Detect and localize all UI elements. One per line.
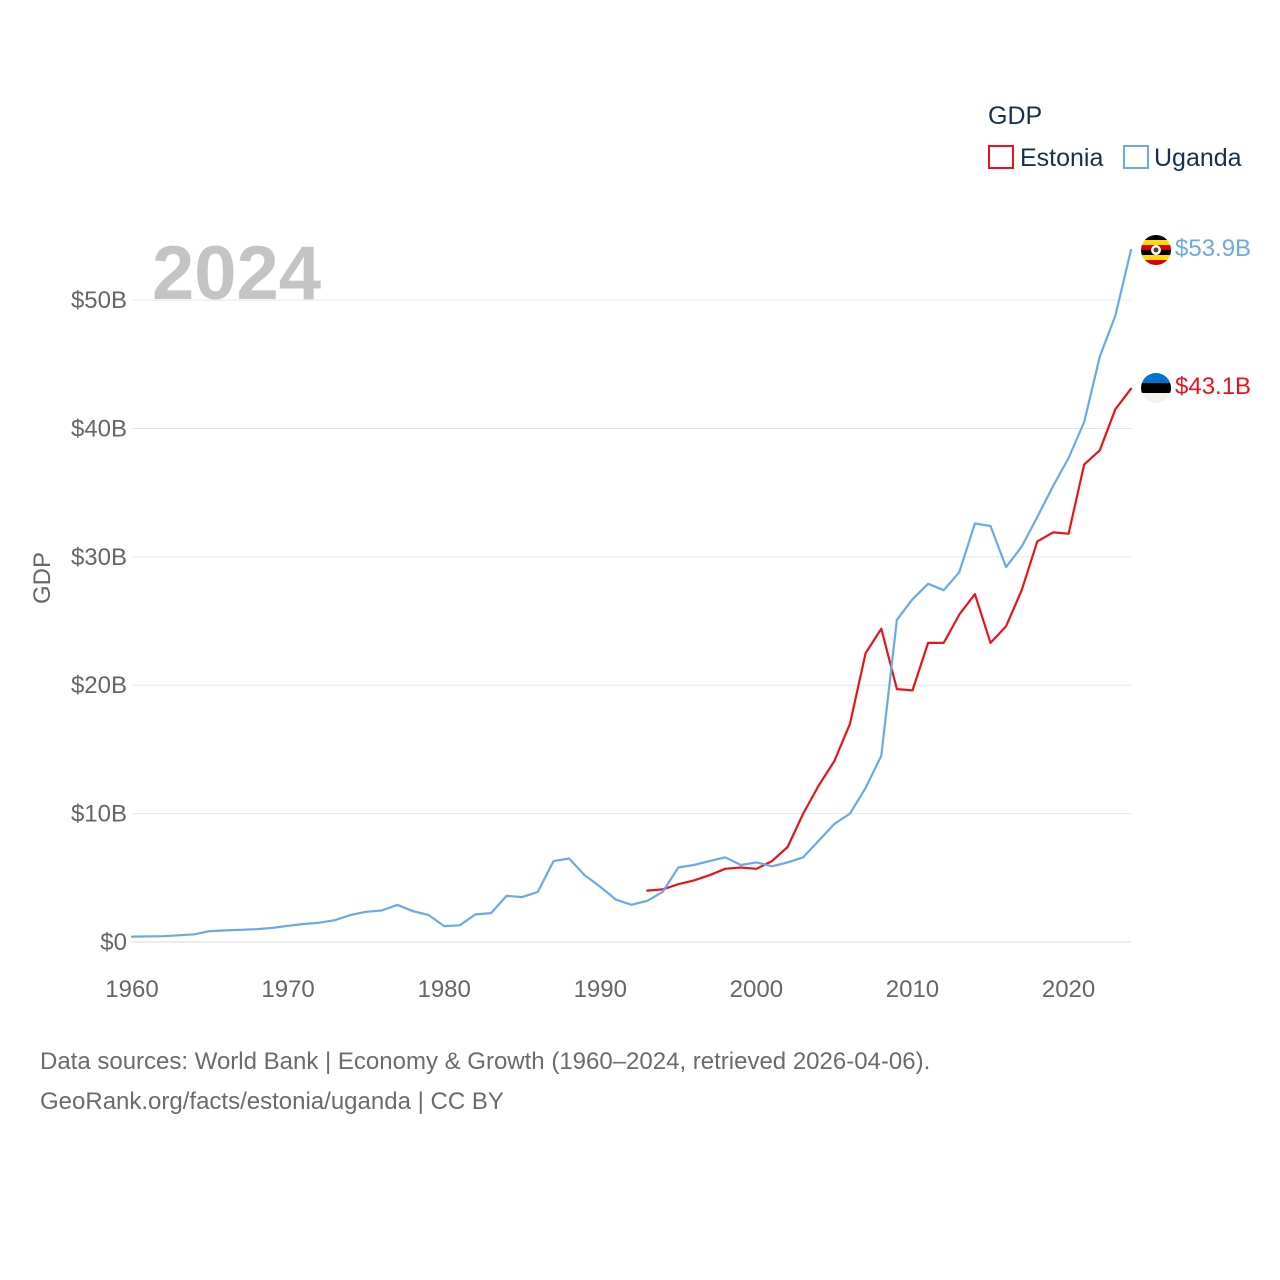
y-tick-label: $30B: [71, 544, 127, 571]
y-tick-label: $40B: [71, 415, 127, 442]
series-line-uganda: [130, 248, 1133, 938]
uganda-flag-icon: [1141, 235, 1171, 265]
y-axis-ticks: $0 $10B $20B $30B $40B $50B: [71, 287, 127, 956]
legend[interactable]: GDP Estonia Uganda: [988, 102, 1242, 172]
x-tick-label: 2000: [730, 976, 783, 1003]
x-tick-label: 1970: [261, 976, 314, 1003]
gdp-line-chart: $0 $10B $20B $30B $40B $50B 1960 1970 1980 1990 2…: [29, 102, 1251, 1003]
y-tick-label: $20B: [71, 672, 127, 699]
end-label-estonia: $43.1B: [1175, 373, 1251, 400]
estonia-flag-icon: [1141, 373, 1171, 403]
source-note: Data sources: World Bank | Economy & Gro…: [40, 1042, 1240, 1122]
y-axis-title: GDP: [29, 552, 56, 604]
y-tick-label: $0: [100, 929, 127, 956]
legend-label-estonia: Estonia: [1020, 144, 1103, 172]
x-tick-label: 1960: [105, 976, 158, 1003]
year-watermark: 2024: [152, 231, 321, 316]
y-tick-label: $50B: [71, 287, 127, 314]
source-line-2[interactable]: GeoRank.org/facts/estonia/uganda | CC BY: [40, 1088, 504, 1115]
x-tick-label: 1990: [574, 976, 627, 1003]
x-tick-label: 2020: [1042, 976, 1095, 1003]
legend-swatch-uganda: [1123, 145, 1149, 169]
legend-swatch-estonia: [988, 145, 1014, 169]
x-tick-label: 2010: [886, 976, 939, 1003]
grid: [132, 299, 1131, 943]
x-tick-label: 1980: [417, 976, 470, 1003]
x-axis-ticks: 1960 1970 1980 1990 2000 2010 2020: [105, 976, 1095, 1003]
end-label-uganda: $53.9B: [1175, 235, 1251, 262]
series-lines: [130, 248, 1133, 938]
y-tick-label: $10B: [71, 801, 127, 828]
legend-entry-uganda[interactable]: Uganda: [1123, 144, 1242, 172]
legend-title: GDP: [988, 102, 1042, 130]
legend-label-uganda: Uganda: [1154, 144, 1242, 172]
legend-entry-estonia[interactable]: Estonia: [988, 144, 1103, 172]
series-line-estonia: [646, 387, 1133, 892]
source-line-1: Data sources: World Bank | Economy & Gro…: [40, 1048, 931, 1075]
